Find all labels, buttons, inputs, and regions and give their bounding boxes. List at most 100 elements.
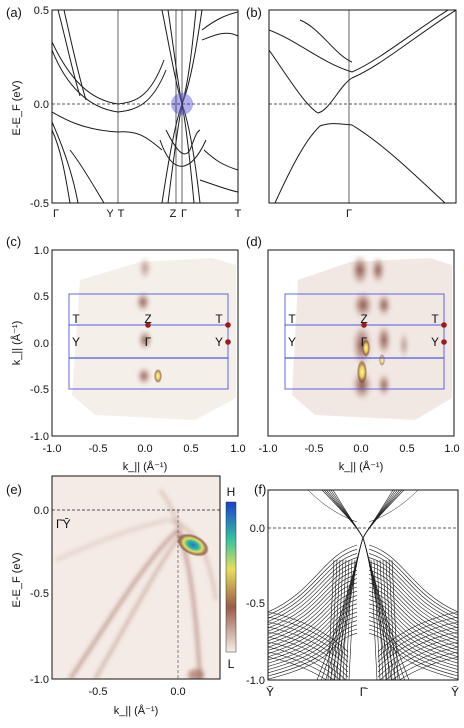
slab-band-line — [368, 561, 458, 626]
svg-text:T: T — [118, 208, 125, 220]
svg-text:-1.0: -1.0 — [30, 674, 49, 686]
svg-text:-1.0: -1.0 — [43, 443, 62, 455]
slab-band-line — [268, 628, 358, 677]
svg-text:0.5: 0.5 — [183, 443, 198, 455]
slab-band-line — [368, 620, 458, 670]
svg-text:Ȳ: Ȳ — [266, 685, 274, 699]
svg-text:-0.5: -0.5 — [30, 588, 49, 600]
slab-band-line — [268, 616, 358, 667]
band-curves-a — [52, 10, 238, 203]
y-ticks-c: 1.0 0.5 0.0 -0.5 -1.0 — [30, 245, 49, 443]
slab-band-line — [268, 621, 349, 663]
y-ticks-f: 0.0 -0.5 -1.0 — [246, 523, 265, 687]
slab-band-line — [368, 607, 458, 661]
slab-band-line — [368, 624, 458, 674]
panel-c: (c) T Z T Y Γ Y 1.0 — [6, 234, 246, 473]
slab-band-line — [268, 611, 358, 664]
panel-label-b: (b) — [246, 5, 262, 20]
svg-text:-0.5: -0.5 — [89, 443, 108, 455]
slab-band-line — [268, 607, 358, 661]
axes-frame-d — [267, 249, 455, 437]
svg-text:T: T — [72, 312, 80, 326]
svg-text:Y: Y — [288, 335, 296, 349]
svg-text:1.0: 1.0 — [34, 245, 49, 257]
slab-band-line — [368, 578, 458, 638]
panel-f: (f) 0.0 -0.5 -1.0 Ȳ Γ̄ Ȳ — [246, 482, 459, 699]
svg-text:-1.0: -1.0 — [30, 431, 49, 443]
x-tick-label-b: Γ — [346, 208, 352, 220]
svg-text:0.0: 0.0 — [137, 443, 152, 455]
svg-text:Y: Y — [431, 335, 439, 349]
slab-band-line — [368, 490, 419, 523]
svg-text:Y: Y — [72, 335, 80, 349]
svg-text:0.5: 0.5 — [399, 443, 414, 455]
svg-text:-0.5: -0.5 — [30, 198, 49, 210]
slab-band-line — [368, 582, 458, 642]
svg-text:0.0: 0.0 — [34, 505, 49, 517]
slab-band-line — [330, 559, 338, 680]
axes-frame-c — [51, 249, 239, 437]
svg-text:Z: Z — [360, 312, 367, 326]
slab-band-line — [368, 557, 458, 622]
y-axis-label-e: E-E_F (eV) — [11, 552, 23, 607]
x-ticks-c: -1.0 -0.5 0.0 0.5 1.0 — [43, 443, 246, 455]
slab-band-line — [268, 569, 358, 632]
svg-text:1.0: 1.0 — [230, 443, 245, 455]
path-label-e: Γ̄Ȳ — [56, 517, 71, 531]
svg-text:Γ: Γ — [361, 335, 368, 349]
intensity-background-c — [72, 258, 236, 420]
axes-frame-f — [267, 489, 459, 681]
svg-text:T: T — [288, 312, 296, 326]
slab-band-line — [368, 553, 458, 619]
svg-text:0.0: 0.0 — [353, 443, 368, 455]
point-labels-c: T Z T Y Γ Y — [72, 312, 223, 349]
svg-text:T: T — [235, 208, 242, 220]
slab-band-line — [268, 582, 358, 642]
slab-band-line — [398, 656, 458, 680]
slab-band-line — [368, 628, 458, 677]
colorbar — [225, 501, 237, 653]
y-ticks-a: 0.5 0.0 -0.5 — [30, 5, 49, 210]
slab-band-line — [382, 559, 390, 680]
slab-band-line — [377, 631, 458, 673]
svg-text:T: T — [215, 312, 223, 326]
panel-label-c: (c) — [6, 234, 21, 249]
axes-frame-e — [51, 475, 221, 680]
svg-text:Γ: Γ — [53, 208, 59, 220]
slab-band-line — [379, 641, 458, 680]
intensity-background-e — [52, 476, 220, 679]
slab-bands-f — [268, 490, 458, 680]
x-tick-labels-a: Γ Y T Z Γ T — [53, 208, 242, 220]
y-axis-label-c: k_|| (Å⁻¹) — [10, 321, 23, 366]
slab-band-line — [385, 559, 393, 680]
slab-band-line — [368, 632, 458, 680]
svg-text:0.5: 0.5 — [34, 291, 49, 303]
slab-band-line — [268, 561, 358, 626]
slab-band-line — [268, 624, 358, 674]
slab-band-line — [373, 559, 381, 680]
slab-band-line — [368, 544, 458, 613]
svg-text:0.0: 0.0 — [250, 523, 265, 535]
slab-band-line — [388, 559, 396, 680]
slab-band-line — [268, 651, 335, 680]
svg-text:-0.5: -0.5 — [305, 443, 324, 455]
x-axis-label-d: k_|| (Å⁻¹) — [339, 460, 384, 473]
slab-band-line — [268, 548, 358, 616]
slab-band-line — [268, 620, 358, 670]
slab-band-line — [268, 557, 358, 622]
x-axis-label-c: k_|| (Å⁻¹) — [123, 460, 168, 473]
panel-label-a: (a) — [6, 5, 22, 20]
point-labels-d: T Z T Y Γ Y — [288, 312, 439, 349]
markers-d — [361, 322, 447, 345]
svg-text:0.0: 0.0 — [170, 686, 185, 698]
svg-text:-0.5: -0.5 — [89, 686, 108, 698]
slab-band-line — [379, 559, 387, 680]
svg-text:-1.0: -1.0 — [246, 675, 265, 687]
svg-text:Γ: Γ — [181, 208, 187, 220]
slab-band-line — [368, 574, 458, 635]
axes-frame-b — [268, 9, 457, 204]
slab-band-line — [368, 569, 458, 632]
slab-band-line — [268, 646, 341, 680]
x-ticks-d: -1.0 -0.5 0.0 0.5 1.0 — [259, 443, 460, 455]
